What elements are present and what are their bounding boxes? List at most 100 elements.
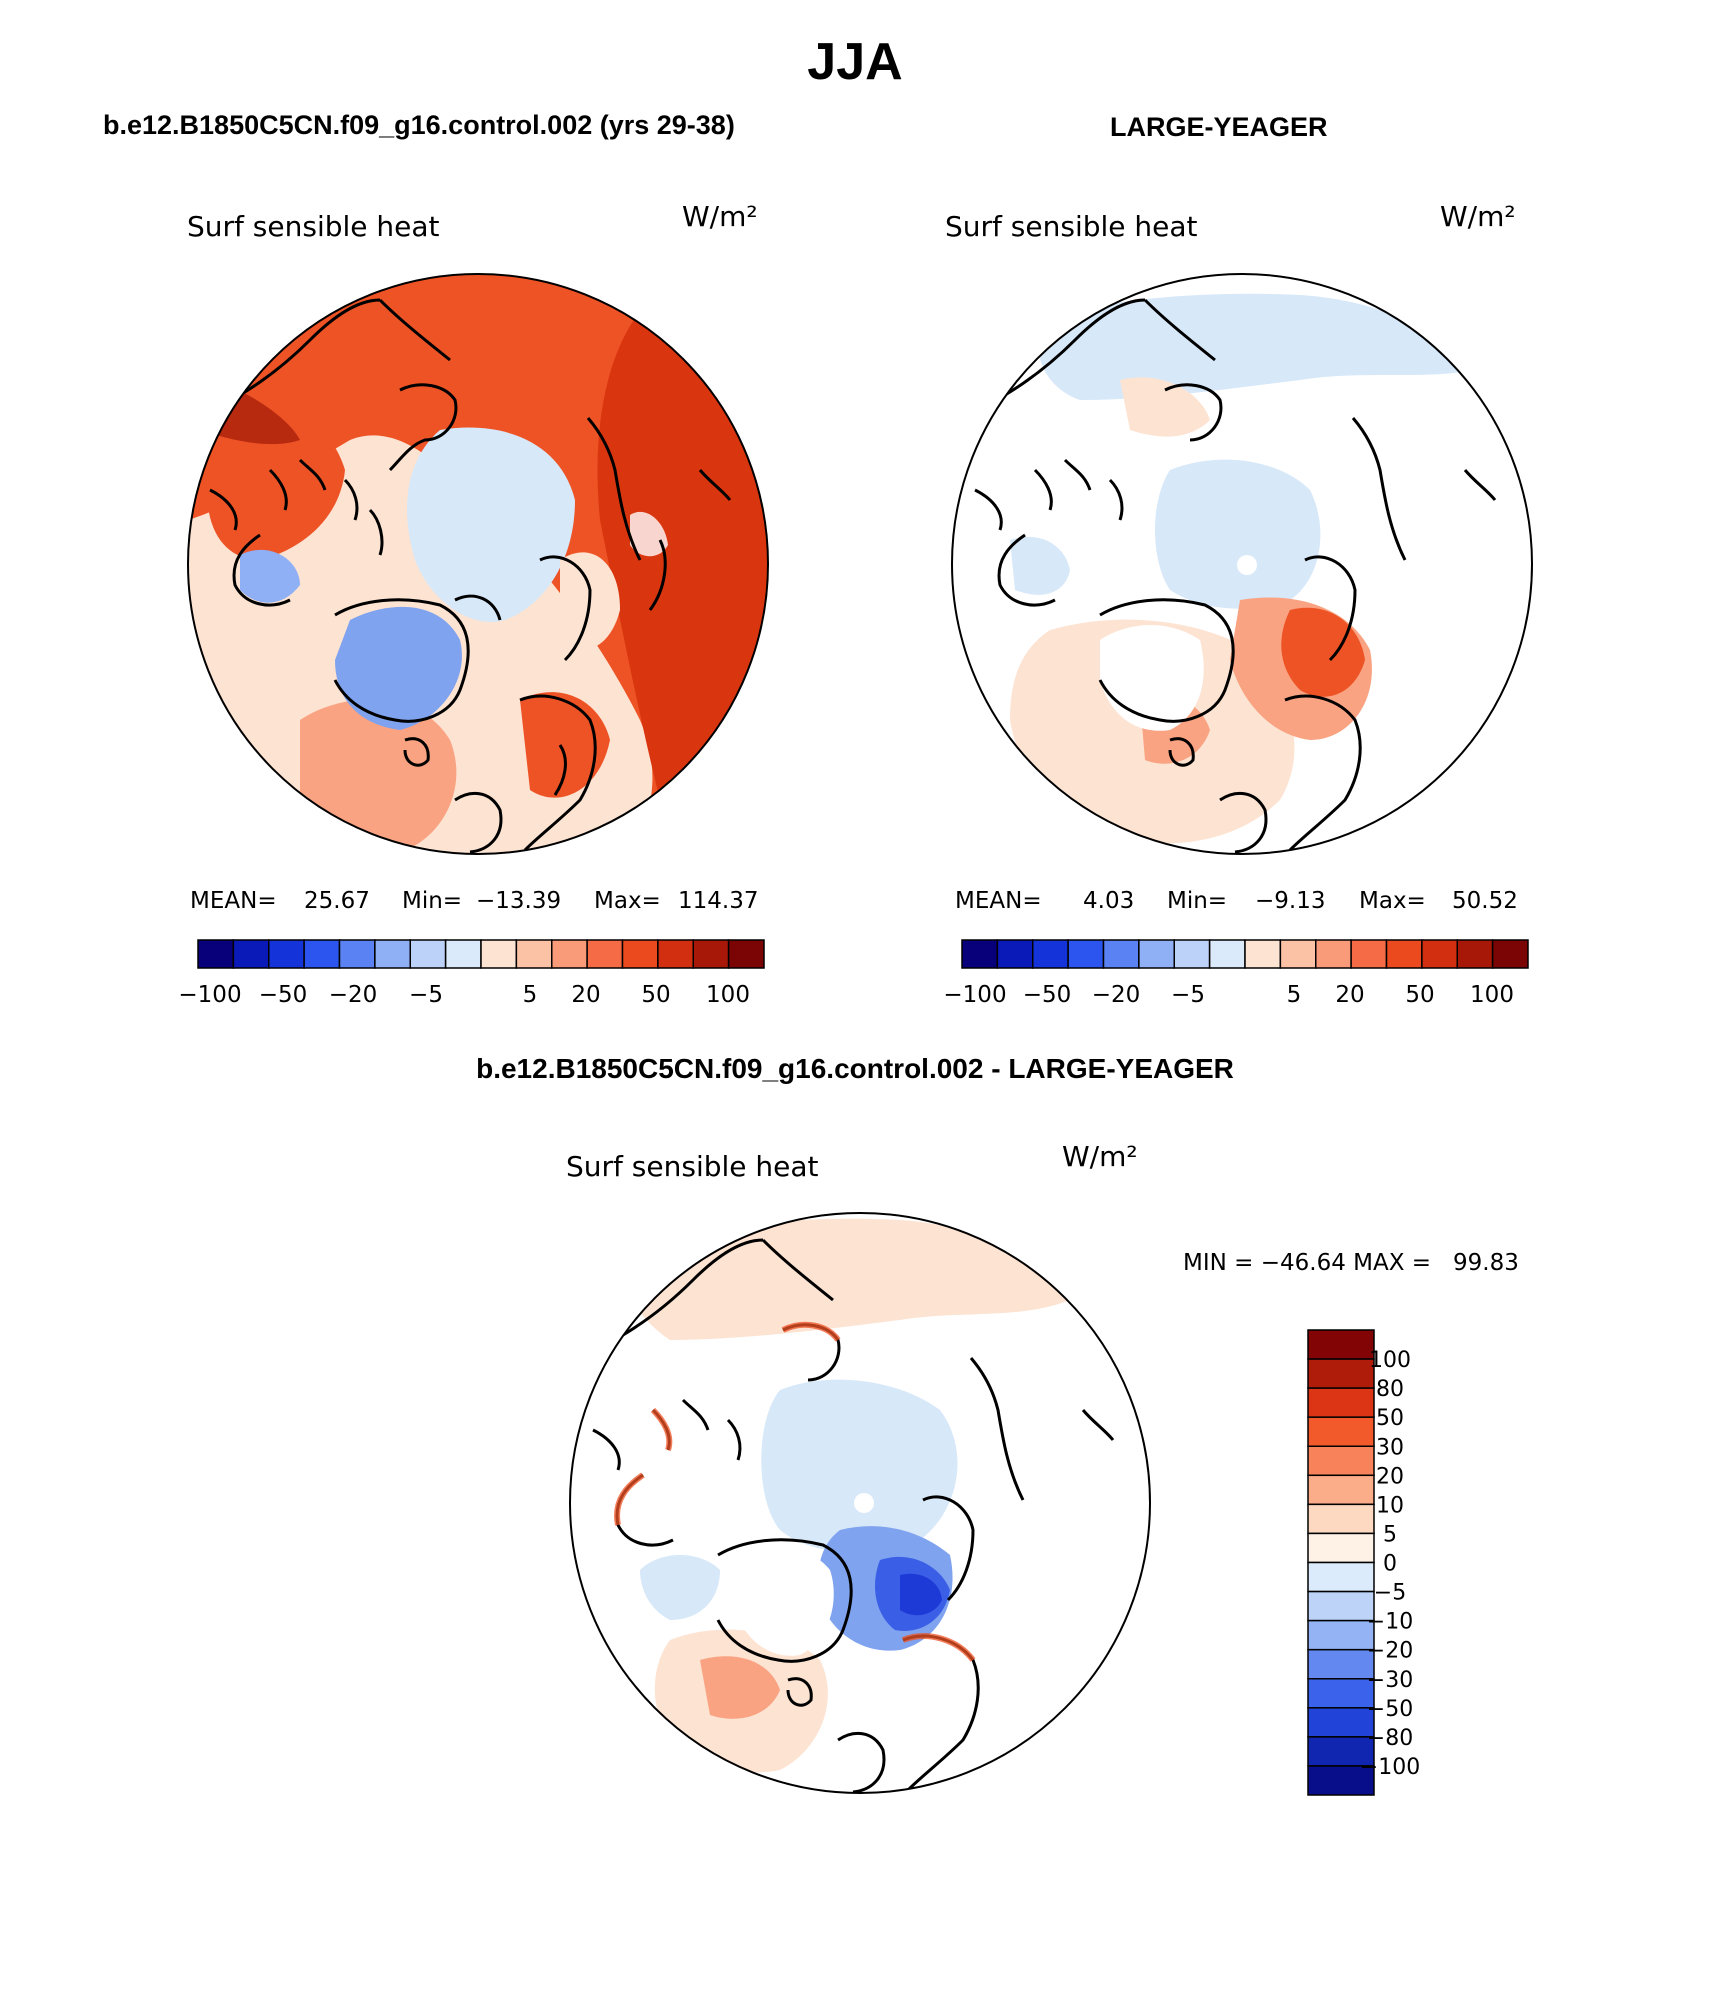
panel1-min-label: Min=: [402, 888, 463, 914]
panel2-mean-label: MEAN=: [955, 888, 1042, 914]
colorbar-tick-label: 5: [1383, 1522, 1397, 1547]
colorbar-swatch: [586, 939, 624, 969]
colorbar-swatch: [1307, 1329, 1375, 1360]
colorbar-tick-label: 0: [1383, 1552, 1397, 1577]
panel1-stats: MEAN= 25.67 Min= −13.39 Max= 114.37: [190, 888, 765, 922]
panel3-units-label: W/m²: [1062, 1140, 1138, 1173]
colorbar-tick-label: −50: [1023, 982, 1072, 1008]
panel1-shade-pink: [300, 699, 457, 852]
colorbar-tick-label: −100: [943, 982, 1006, 1008]
colorbar-tick-label: −20: [1092, 982, 1141, 1008]
panel2-shade-hudson: [1010, 536, 1070, 595]
colorbar-tick-label: 100: [1369, 1348, 1411, 1373]
colorbar-tick-label: −10: [1367, 1610, 1413, 1635]
colorbar-tick-label: −5: [1171, 982, 1205, 1008]
panel2-mean-value: 4.03: [1083, 888, 1135, 914]
panel1-shade-white-spot: [630, 511, 668, 557]
colorbar-swatch: [1307, 1561, 1375, 1593]
colorbar-swatch: [1315, 939, 1352, 969]
colorbar-tick-label: 50: [641, 982, 670, 1008]
colorbar-swatch: [1138, 939, 1175, 969]
panel1-shade-greenland: [335, 606, 462, 730]
panel3-coastlines: [592, 1238, 1115, 1793]
panel1-polar-map: [187, 273, 769, 855]
colorbar-tick-label: 100: [1470, 982, 1514, 1008]
colorbar-swatch: [1307, 1503, 1375, 1535]
panel2-pole-marker: [1237, 555, 1257, 575]
panel2-shade-pink-3: [1120, 377, 1210, 437]
colorbar-swatch: [409, 939, 447, 969]
page-title: JJA: [807, 33, 903, 91]
colorbar-swatch: [1307, 1765, 1375, 1796]
panel2-min-label: Min=: [1167, 888, 1228, 914]
panel3-coastal-warm-bands: [614, 1321, 976, 1662]
colorbar-swatch: [1307, 1445, 1375, 1477]
colorbar-swatch: [1067, 939, 1105, 969]
panel2-min-value: −9.13: [1255, 888, 1326, 914]
colorbar-swatch: [657, 939, 694, 969]
panel2-shade-north-ice: [1037, 293, 1470, 400]
colorbar-tick-label: 30: [1376, 1435, 1404, 1460]
panel1-mean-value: 25.67: [304, 888, 370, 914]
panel1-min-value: −13.39: [476, 888, 562, 914]
panel3-variable-label: Surf sensible heat: [566, 1150, 819, 1183]
colorbar-swatch: [961, 939, 999, 969]
colorbar-swatch: [1307, 1707, 1375, 1738]
colorbar-swatch: [1244, 939, 1282, 969]
colorbar-tick-label: −5: [1374, 1581, 1406, 1606]
colorbar-swatch: [727, 939, 765, 969]
colorbar-swatch: [232, 939, 270, 969]
colorbar-swatch: [1307, 1474, 1375, 1506]
colorbar-swatch: [1307, 1532, 1375, 1564]
colorbar-swatch: [1307, 1619, 1375, 1651]
colorbar-swatch: [1491, 939, 1529, 969]
panel1-max-value: 114.37: [678, 888, 759, 914]
colorbar-swatch: [1307, 1416, 1375, 1447]
panel2-units-label: W/m²: [1440, 200, 1516, 233]
colorbar-tick-label: 100: [706, 982, 750, 1008]
panel1-variable-label: Surf sensible heat: [187, 210, 440, 243]
panel2-max-label: Max=: [1359, 888, 1426, 914]
colorbar-tick-label: 50: [1405, 982, 1434, 1008]
panel2-variable-label: Surf sensible heat: [945, 210, 1198, 243]
colorbar-swatch: [1102, 939, 1140, 969]
colorbar-swatch: [197, 939, 235, 969]
colorbar-swatch: [1032, 939, 1069, 969]
panel3-case-title: b.e12.B1850C5CN.f09_g16.control.002 - LA…: [476, 1053, 1234, 1084]
colorbar-tick-label: −100: [178, 982, 241, 1008]
panel2-shade-arctic-ocean: [1155, 459, 1321, 609]
colorbar-tick-label: 10: [1376, 1493, 1404, 1518]
colorbar-swatch: [1173, 939, 1211, 969]
panel2-coastlines: [974, 298, 1497, 854]
colorbar-tick-label: −50: [259, 982, 308, 1008]
panel3-shade-blue-deep: [900, 1573, 942, 1616]
colorbar-tick-label: 20: [1335, 982, 1364, 1008]
panel3-minmax-text: MIN = −46.64 MAX = 99.83: [1183, 1250, 1519, 1276]
colorbar-swatch: [1456, 939, 1494, 969]
panel1-colorbar: −100 −50 −20 −5 5 20 50 100: [178, 939, 765, 1008]
panel1-coastlines: [209, 298, 732, 854]
panel1-shade-eurasia: [597, 300, 768, 800]
panel2-max-value: 50.52: [1452, 888, 1518, 914]
panel2-polar-map: [951, 273, 1533, 855]
colorbar-tick-label: 20: [1376, 1464, 1404, 1489]
colorbar-tick-label: −20: [329, 982, 378, 1008]
panel3-shade-arctic-ocean: [761, 1379, 958, 1553]
panel1-max-label: Max=: [594, 888, 661, 914]
colorbar-swatch: [1385, 939, 1423, 969]
colorbar-swatch: [1421, 939, 1458, 969]
panel1-shade-arctic-ocean: [407, 427, 575, 622]
colorbar-swatch: [1279, 939, 1317, 969]
colorbar-swatch: [1307, 1358, 1375, 1389]
panel1-shade-hudson-bay: [240, 549, 300, 603]
panel3-map-border: [569, 1212, 1151, 1794]
panel3-pole-marker: [854, 1493, 874, 1513]
panel2-shade-orange-red: [1281, 607, 1365, 697]
colorbar-swatch: [268, 939, 305, 969]
colorbar-tick-label: −5: [409, 982, 443, 1008]
colorbar-swatch: [1208, 939, 1246, 969]
panel3-shade-greenland: [732, 1547, 834, 1656]
colorbar-tick-label: 5: [1287, 982, 1302, 1008]
